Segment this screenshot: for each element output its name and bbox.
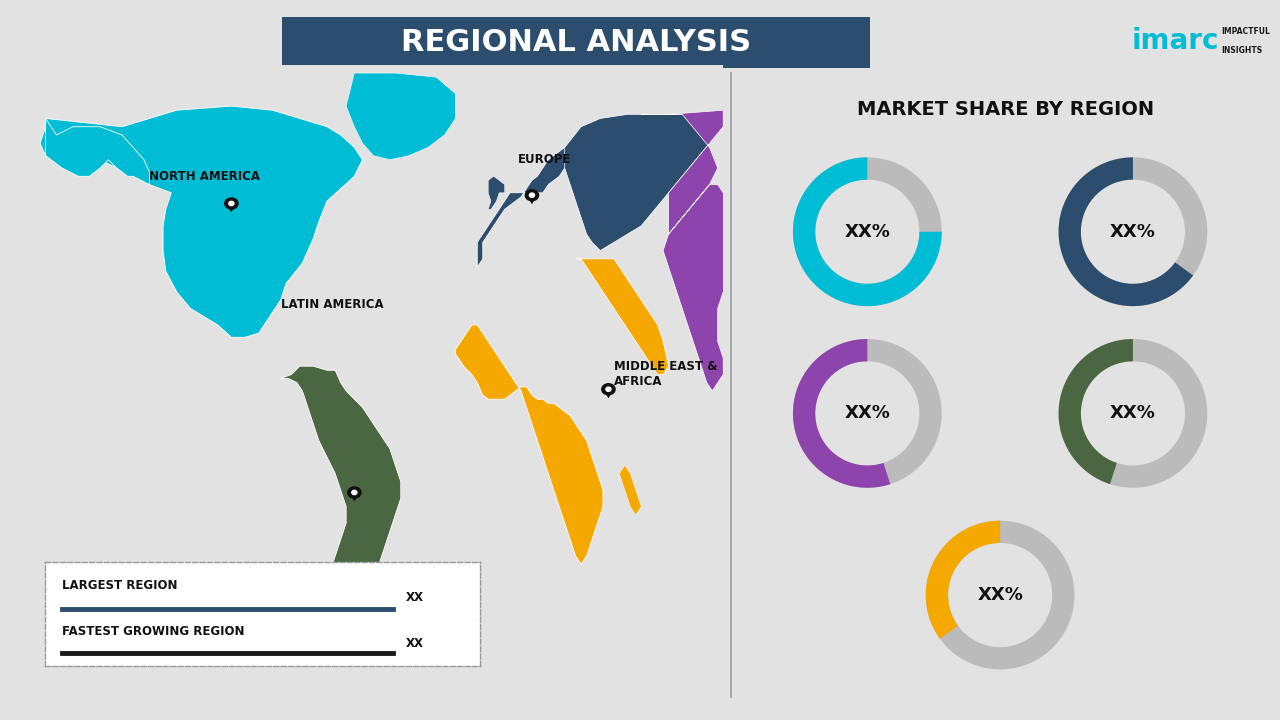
Polygon shape <box>477 127 586 267</box>
Polygon shape <box>860 234 892 284</box>
Polygon shape <box>576 259 668 374</box>
Polygon shape <box>40 106 362 337</box>
Polygon shape <box>794 339 891 487</box>
Text: XX: XX <box>406 636 424 649</box>
Polygon shape <box>641 110 899 399</box>
Polygon shape <box>794 158 942 306</box>
Text: REGIONAL ANALYSIS: REGIONAL ANALYSIS <box>401 28 751 57</box>
Text: XX%: XX% <box>1110 405 1156 423</box>
Polygon shape <box>794 339 942 487</box>
Text: LATIN AMERICA: LATIN AMERICA <box>280 298 383 311</box>
Polygon shape <box>488 176 504 210</box>
Text: FASTEST GROWING REGION: FASTEST GROWING REGION <box>63 625 244 638</box>
Text: XX%: XX% <box>845 222 891 240</box>
Text: LARGEST REGION: LARGEST REGION <box>63 579 178 592</box>
Polygon shape <box>620 465 641 515</box>
Text: XX%: XX% <box>845 405 891 423</box>
Polygon shape <box>1059 158 1207 306</box>
Polygon shape <box>925 521 1000 639</box>
Text: ASIA PACIFIC: ASIA PACIFIC <box>827 252 913 266</box>
Polygon shape <box>346 73 456 160</box>
Circle shape <box>788 264 794 268</box>
Polygon shape <box>526 195 538 204</box>
Text: INSIGHTS: INSIGHTS <box>1221 46 1262 55</box>
Circle shape <box>352 490 357 495</box>
Circle shape <box>605 387 611 392</box>
Polygon shape <box>46 119 150 184</box>
Circle shape <box>602 384 616 395</box>
Circle shape <box>785 260 799 271</box>
Polygon shape <box>959 589 974 606</box>
Polygon shape <box>227 204 237 212</box>
Text: XX: XX <box>406 590 424 603</box>
Circle shape <box>525 189 539 201</box>
Circle shape <box>225 198 238 209</box>
Circle shape <box>530 193 535 197</box>
Polygon shape <box>817 457 920 572</box>
Polygon shape <box>1059 339 1207 487</box>
Polygon shape <box>1059 339 1133 484</box>
Text: NORTH AMERICA: NORTH AMERICA <box>150 170 260 183</box>
Text: MARKET SHARE BY REGION: MARKET SHARE BY REGION <box>856 100 1155 120</box>
Polygon shape <box>925 521 1074 670</box>
Text: IMPACTFUL: IMPACTFUL <box>1221 27 1270 35</box>
Polygon shape <box>786 266 797 274</box>
Polygon shape <box>280 366 401 643</box>
Text: imarc: imarc <box>1132 27 1219 55</box>
Circle shape <box>348 487 361 498</box>
Circle shape <box>229 202 234 206</box>
Text: XX%: XX% <box>1110 222 1156 240</box>
Polygon shape <box>349 492 360 502</box>
Text: MIDDLE EAST &
AFRICA: MIDDLE EAST & AFRICA <box>614 361 717 389</box>
Polygon shape <box>564 110 723 251</box>
Text: EUROPE: EUROPE <box>518 153 572 166</box>
Polygon shape <box>788 408 844 449</box>
Polygon shape <box>603 390 614 398</box>
Polygon shape <box>456 325 603 564</box>
Text: XX%: XX% <box>977 586 1023 604</box>
Polygon shape <box>794 158 942 306</box>
Polygon shape <box>1059 158 1193 306</box>
